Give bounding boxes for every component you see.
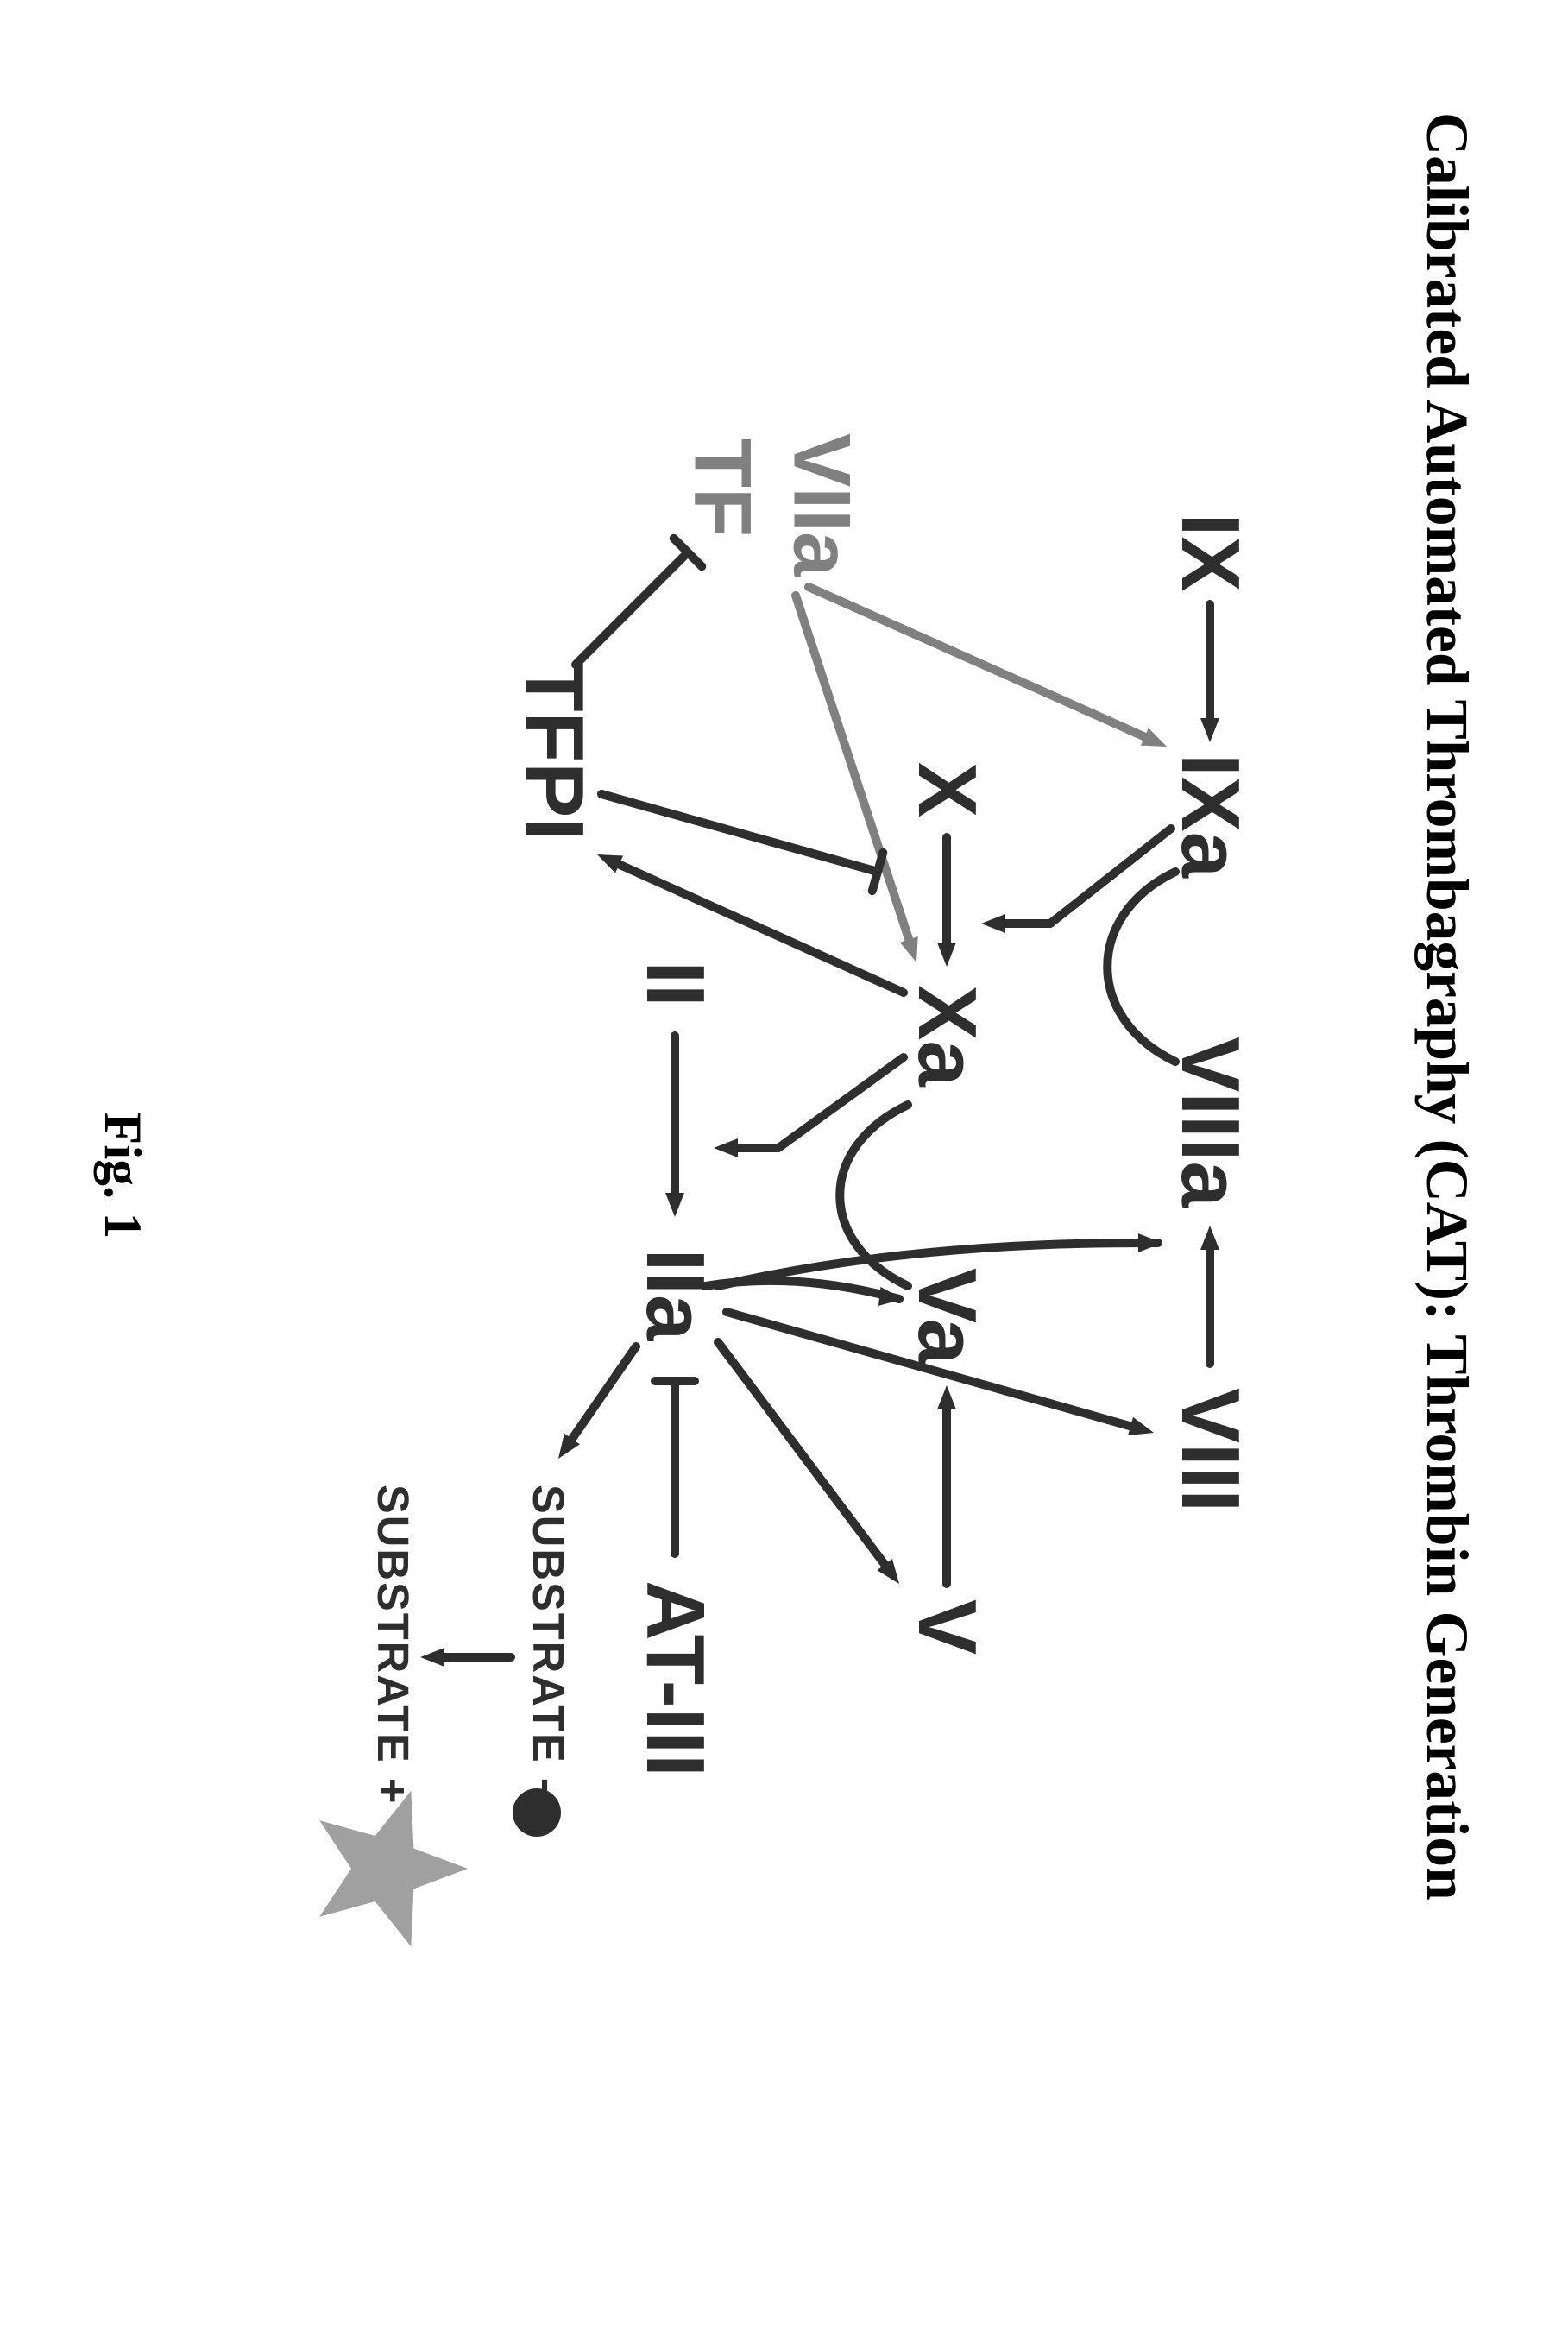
diagram-stage: Calibrated Automated Thrombagraphy (CAT)… — [0, 0, 1568, 2352]
page: Calibrated Automated Thrombagraphy (CAT)… — [0, 0, 1568, 2352]
edges-svg — [0, 0, 1568, 2352]
